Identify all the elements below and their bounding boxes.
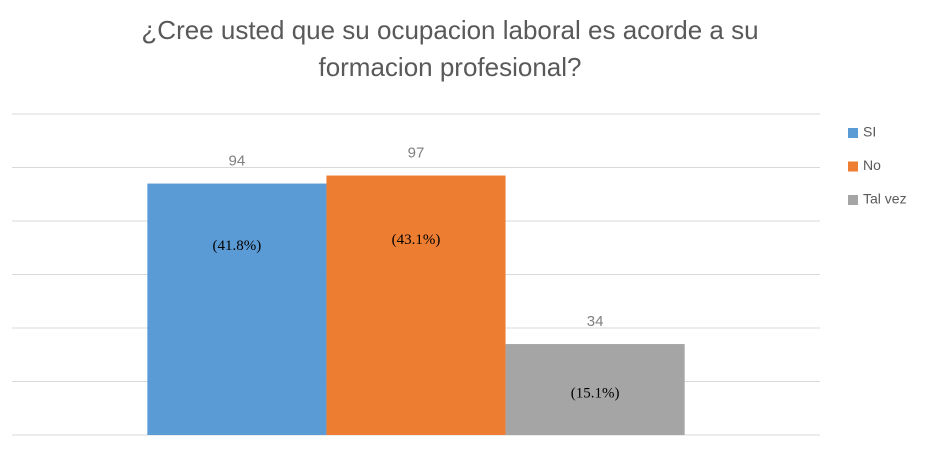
value-label: 94 bbox=[229, 153, 246, 170]
bar bbox=[147, 183, 327, 435]
value-label: 34 bbox=[587, 313, 604, 330]
legend-label: SI bbox=[863, 124, 876, 140]
value-label: 97 bbox=[408, 144, 425, 161]
legend-swatch bbox=[848, 195, 858, 205]
bar bbox=[326, 175, 506, 435]
legend-swatch bbox=[848, 161, 858, 172]
percent-label: (43.1%) bbox=[392, 232, 441, 248]
legend-label: No bbox=[863, 157, 881, 173]
chart-title: ¿Cree usted que su ocupacion laboral es … bbox=[141, 15, 759, 82]
bar bbox=[505, 344, 685, 435]
percent-label: (41.8%) bbox=[213, 238, 262, 254]
percent-label: (15.1%) bbox=[571, 386, 620, 402]
legend-swatch bbox=[848, 128, 858, 138]
legend-label: Tal vez bbox=[863, 191, 907, 207]
